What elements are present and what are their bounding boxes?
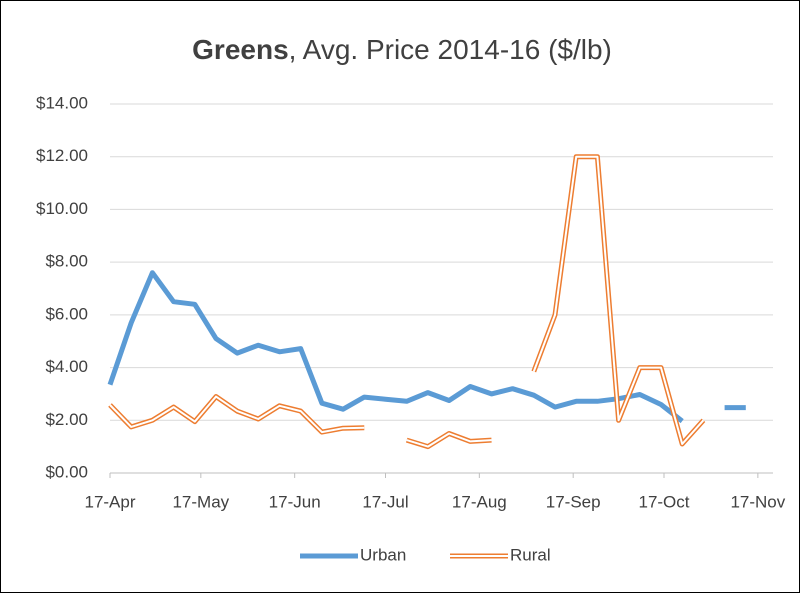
y-tick-label: $10.00: [36, 199, 88, 218]
x-tick-label: 17-Apr: [84, 492, 135, 511]
title-bold: Greens: [192, 34, 289, 65]
series-line: [107, 270, 746, 424]
x-tick-label: 17-Aug: [452, 492, 507, 511]
y-tick-label: $14.00: [36, 93, 88, 112]
x-tick-label: 17-Nov: [730, 492, 785, 511]
x-tick-label: 17-May: [172, 492, 229, 511]
series-line-inner: [109, 155, 705, 448]
y-tick-label: $0.00: [45, 462, 88, 481]
y-tick-label: $4.00: [45, 357, 88, 376]
x-tick-label: 17-Oct: [638, 492, 689, 511]
legend-label: Rural: [510, 545, 551, 564]
y-tick-label: $2.00: [45, 410, 88, 429]
x-tick-label: 17-Sep: [546, 492, 601, 511]
x-tick-label: 17-Jul: [362, 492, 408, 511]
y-tick-label: $12.00: [36, 146, 88, 165]
y-tick-label: $8.00: [45, 252, 88, 271]
chart-title: Greens, Avg. Price 2014-16 ($/lb): [192, 34, 612, 65]
title-rest: , Avg. Price 2014-16 ($/lb): [289, 34, 612, 65]
legend-label: Urban: [360, 545, 406, 564]
x-tick-label: 17-Jun: [269, 492, 321, 511]
y-tick-label: $6.00: [45, 304, 88, 323]
